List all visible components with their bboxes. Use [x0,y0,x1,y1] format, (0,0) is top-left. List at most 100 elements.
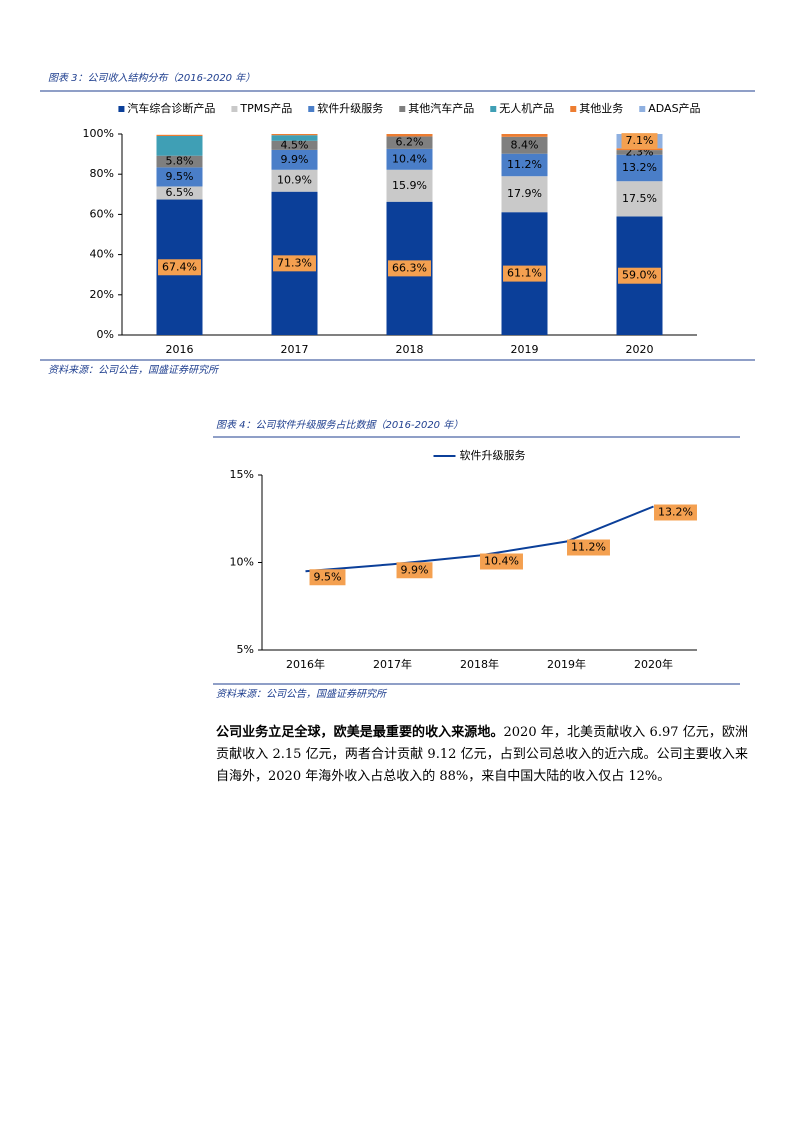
bar-segment [501,134,548,137]
data-label: 11.2% [571,541,606,554]
legend-label: 其他业务 [579,102,623,115]
x-tick-label: 2020年 [634,657,673,671]
caption: 图表 3：公司收入结构分布（2016-2020 年） [48,72,255,84]
bar-segment [501,176,548,213]
data-label: 10.9% [277,174,312,187]
line [305,505,654,573]
data-label: 9.9% [281,153,309,166]
legend-swatch [399,106,406,112]
bar-segment [271,135,318,141]
data-label-box [503,265,546,282]
bar-segment [271,134,318,136]
x-tick-label: 2016年 [286,657,325,671]
data-label-box [396,562,433,579]
bar-segment [271,140,318,150]
data-label: 8.4% [511,138,539,151]
x-tick-label: 2020 [626,343,654,356]
data-label-box [654,504,697,521]
legend-label: 汽车综合诊断产品 [127,101,215,115]
bar-segment [501,153,548,177]
x-tick-label: 2017 [281,343,309,356]
bar-segment [616,148,663,151]
legend-label: 软件升级服务 [317,101,383,115]
data-label: 10.4% [392,152,427,165]
legend-label: 无人机产品 [499,101,554,115]
data-label-box [273,255,316,272]
legend-swatch [570,106,577,112]
bar-segment [156,186,203,200]
data-label: 13.2% [622,161,657,174]
data-label: 6.5% [166,186,194,199]
data-label: 4.5% [281,138,309,151]
data-label: 15.9% [392,179,427,192]
data-label: 61.1% [507,267,542,280]
legend-swatch [308,106,315,112]
data-label: 17.9% [507,187,542,200]
x-tick-label: 2016 [166,343,194,356]
x-tick-label: 2019年 [547,657,586,671]
y-tick-label: 40% [90,248,114,261]
data-label: 9.5% [314,570,342,583]
x-tick-label: 2017年 [373,657,412,671]
data-label: 67.4% [162,260,197,273]
data-label: 9.9% [401,563,429,576]
bar-segment [271,169,318,192]
x-tick-label: 2018年 [460,657,499,671]
data-label-box [388,260,431,277]
y-tick-label: 15% [230,468,254,481]
legend-swatch [639,106,646,112]
charts: 图表 3：公司收入结构分布（2016-2020 年） 资料来源：公司公告，国盛证券… [40,72,755,700]
x-tick-label: 2018 [396,343,424,356]
y-tick-label: 0% [97,328,114,341]
data-label-box [618,267,661,284]
x-tick-label: 2019 [511,343,539,356]
data-label-box [158,259,201,276]
data-label: 5.8% [166,155,194,168]
source: 资料来源：公司公告，国盛证券研究所 [48,364,220,376]
bar-segment [386,136,433,149]
y-tick-label: 60% [90,207,114,220]
legend-swatch [118,106,125,112]
bar-segment [616,150,663,155]
bar-segment [616,181,663,217]
bar-segment [616,154,663,182]
bar-segment [386,134,433,137]
legend-label: ADAS产品 [648,101,700,115]
legend-label: 软件升级服务 [460,448,526,462]
legend-label: 其他汽车产品 [408,101,474,115]
y-tick-label: 80% [90,167,114,180]
data-label: 59.0% [622,269,657,282]
data-label-box [621,133,658,150]
paragraph-text: 2020 年，北美贡献收入 6.97 亿元，欧洲贡献收入 2.15 亿元，两者合… [216,725,748,784]
data-label-box [480,553,523,570]
paragraph-lead: 公司业务立足全球，欧美是最重要的收入来源地。 [216,725,504,740]
legend-swatch [490,106,497,112]
data-label-box [567,539,610,556]
bar-segment [271,149,318,170]
bar-segment [501,136,548,154]
caption: 图表 4：公司软件升级服务占比数据（2016-2020 年） [216,419,463,431]
data-label: 7.1% [626,134,654,147]
data-label: 17.5% [622,192,657,205]
legend-label: TPMS产品 [239,101,292,115]
data-label: 66.3% [392,261,427,274]
data-label: 13.2% [658,506,693,519]
data-label-box [309,569,346,586]
bar-segment [156,167,203,187]
bar-segment [386,169,433,202]
bar-segment [386,148,433,170]
legend-swatch [231,106,238,112]
y-tick-label: 10% [230,556,254,569]
y-tick-label: 100% [83,127,114,140]
bar-segment [156,134,203,137]
y-tick-label: 20% [90,288,114,301]
data-label: 71.3% [277,256,312,269]
data-label: 10.4% [484,555,519,568]
source: 资料来源：公司公告，国盛证券研究所 [216,688,388,700]
data-label: 9.5% [166,170,194,183]
bar-segment [156,155,203,168]
y-tick-label: 5% [237,643,254,656]
bar-segment [156,136,203,156]
data-label: 6.2% [396,136,424,149]
